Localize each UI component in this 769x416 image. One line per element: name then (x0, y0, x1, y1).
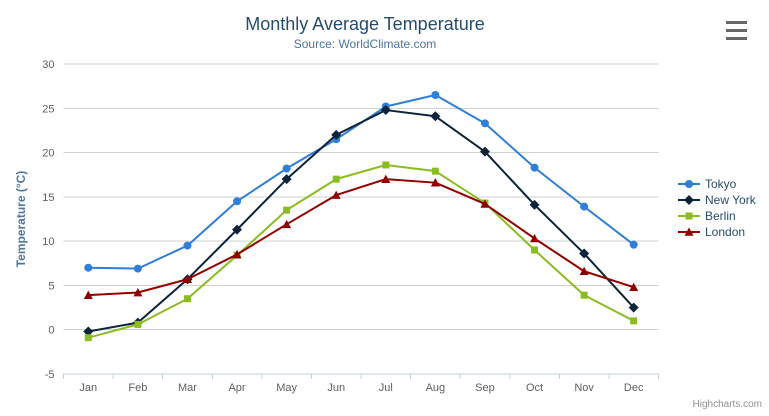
y-axis-tick-label: 10 (42, 236, 54, 248)
data-point-new-york-jan[interactable] (83, 326, 94, 337)
chart-subtitle: Source: WorldClimate.com (293, 37, 437, 51)
legend-label: Tokyo (705, 177, 737, 191)
data-point-berlin-jan[interactable] (84, 334, 92, 342)
data-point-berlin-jun[interactable] (332, 175, 340, 183)
y-axis-tick-label: 30 (42, 59, 54, 71)
data-point-tokyo-oct[interactable] (530, 163, 539, 172)
data-point-tokyo-may[interactable] (282, 164, 291, 173)
legend-marker-circle-icon (678, 180, 700, 188)
data-point-new-york-apr[interactable] (232, 224, 243, 235)
legend-label: New York (705, 193, 756, 207)
legend: Tokyo New York Berlin London (678, 176, 756, 240)
legend-marker-shape[interactable] (685, 212, 693, 220)
data-point-tokyo-dec[interactable] (629, 240, 638, 249)
data-point-london-apr[interactable] (232, 249, 242, 259)
x-axis-tick-label: Aug (426, 382, 446, 394)
legend-marker-shape[interactable] (684, 195, 694, 205)
data-point-new-york-nov[interactable] (579, 248, 590, 259)
legend-item-tokyo[interactable]: Tokyo (678, 176, 756, 192)
legend-marker-shape[interactable] (685, 180, 693, 188)
data-point-new-york-sep[interactable] (479, 146, 490, 157)
data-point-london-oct[interactable] (530, 233, 540, 243)
legend-label: Berlin (705, 209, 736, 223)
data-point-berlin-nov[interactable] (580, 291, 588, 299)
data-point-new-york-jul[interactable] (380, 105, 391, 116)
series-new-york[interactable] (83, 105, 639, 337)
x-axis-tick-label: Dec (624, 382, 644, 394)
series-london[interactable] (83, 174, 639, 299)
credits-link[interactable]: Highcharts.com (692, 399, 762, 410)
series-line-london[interactable] (87, 178, 635, 297)
x-axis-tick-label: May (276, 382, 297, 394)
data-point-tokyo-feb[interactable] (133, 264, 142, 273)
legend-item-london[interactable]: London (678, 224, 756, 240)
legend-item-new-york[interactable]: New York (678, 192, 756, 208)
x-axis-tick-label: Sep (475, 382, 495, 394)
y-axis-tick-label: 20 (42, 148, 54, 160)
legend-marker-triangle-icon (678, 227, 700, 236)
data-point-berlin-jul[interactable] (382, 161, 390, 169)
data-point-new-york-jun[interactable] (331, 129, 342, 140)
data-point-new-york-may[interactable] (281, 174, 292, 185)
x-axis-tick-label: Apr (228, 382, 245, 394)
data-point-london-mar[interactable] (182, 274, 192, 284)
data-point-london-jul[interactable] (381, 174, 391, 183)
data-point-berlin-mar[interactable] (183, 295, 191, 303)
legend-marker-shape[interactable] (684, 227, 694, 236)
data-point-new-york-oct[interactable] (529, 199, 540, 210)
data-point-tokyo-jan[interactable] (84, 263, 93, 272)
y-axis-tick-label: 0 (48, 325, 54, 337)
y-axis-tick-label: 15 (42, 192, 54, 204)
data-point-berlin-may[interactable] (283, 206, 291, 214)
series-line-new-york[interactable] (87, 109, 635, 333)
x-axis-tick-label: Jun (327, 382, 345, 394)
data-point-tokyo-sep[interactable] (480, 119, 489, 128)
x-axis-tick-label: Nov (574, 382, 594, 394)
hamburger-icon (726, 21, 747, 24)
x-axis-tick-label: Jul (379, 382, 393, 394)
x-axis-tick-label: Mar (178, 382, 197, 394)
data-point-new-york-dec[interactable] (628, 302, 639, 313)
x-axis-tick-label: Jan (79, 382, 97, 394)
y-axis-tick-label: 5 (48, 280, 54, 292)
data-point-london-sep[interactable] (480, 199, 490, 208)
x-axis-tick-label: Oct (526, 382, 543, 394)
data-point-berlin-dec[interactable] (630, 317, 638, 325)
data-point-berlin-oct[interactable] (531, 246, 539, 254)
legend-label: London (705, 225, 746, 239)
data-point-london-jun[interactable] (331, 190, 341, 199)
series-line-tokyo[interactable] (87, 94, 635, 270)
chart-title: Monthly Average Temperature (245, 14, 485, 34)
data-point-tokyo-apr[interactable] (233, 197, 242, 206)
legend-marker-diamond-icon (678, 195, 700, 205)
data-point-tokyo-mar[interactable] (183, 241, 192, 250)
data-point-london-feb[interactable] (133, 288, 143, 297)
series-line-berlin[interactable] (87, 163, 635, 339)
data-point-tokyo-aug[interactable] (431, 91, 440, 99)
data-point-london-jan[interactable] (83, 290, 93, 299)
data-point-london-nov[interactable] (579, 266, 589, 276)
series-tokyo[interactable] (84, 91, 638, 273)
legend-item-berlin[interactable]: Berlin (678, 208, 756, 224)
data-point-london-may[interactable] (282, 219, 292, 229)
data-point-new-york-aug[interactable] (430, 111, 441, 122)
legend-marker-square-icon (678, 212, 700, 220)
data-point-london-dec[interactable] (629, 282, 639, 291)
data-point-berlin-feb[interactable] (134, 320, 142, 328)
x-axis-tick-label: Feb (128, 382, 147, 394)
data-point-tokyo-nov[interactable] (580, 202, 589, 211)
y-axis-tick-label: -5 (45, 369, 55, 381)
data-point-london-aug[interactable] (430, 178, 440, 187)
data-point-berlin-aug[interactable] (431, 167, 439, 175)
export-menu-button[interactable] (726, 21, 747, 40)
y-axis-tick-label: 25 (42, 103, 54, 115)
